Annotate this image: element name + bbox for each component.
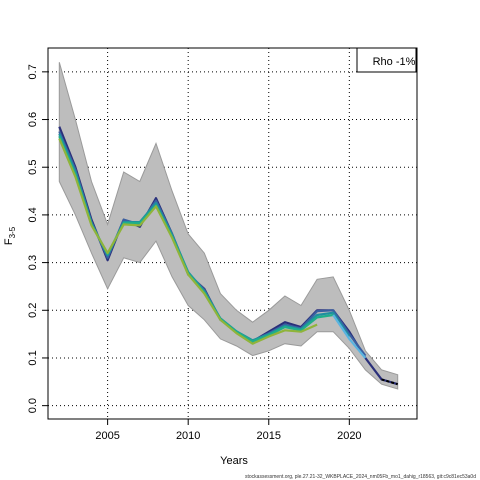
confidence-band [58,62,399,390]
y-tick-label-0.1: 0.1 [27,350,39,365]
y-tick-label-0.3: 0.3 [27,255,39,270]
x-axis-title: Years [220,455,248,467]
plot-frame [47,47,418,420]
legend-text: Rho -1% [373,56,416,68]
y-tick-label-0.0: 0.0 [27,398,39,413]
y-axis-title-sub: 3-5 [8,226,17,238]
y-tick-label-0.5: 0.5 [27,160,39,175]
y-axis-title: F3-5 [3,226,17,245]
series-layer [58,126,399,386]
y-axis: 0.0 0.1 0.2 0.3 0.4 0.5 0.6 0.7 [27,64,48,413]
caption: stockassessment.org, ple.27.21-32_WKBPLA… [245,474,476,480]
y-tick-label-0.2: 0.2 [27,303,39,318]
confidence-band-layer [58,62,399,390]
series-tail-dashed [381,378,398,386]
y-tick-label-0.4: 0.4 [27,207,39,222]
series-line-5 [58,138,318,345]
svg-text:F3-5: F3-5 [3,226,17,245]
x-tick-label-2015: 2015 [257,430,281,442]
y-tick-label-0.7: 0.7 [27,64,39,79]
x-tick-label-2020: 2020 [337,430,361,442]
series-line-6 [332,314,367,359]
legend-box [356,47,417,73]
x-tick-label-2005: 2005 [95,430,119,442]
x-tick-label-2010: 2010 [176,430,200,442]
legend: Rho -1% [356,47,417,73]
x-axis: 2005 2010 2015 2020 [95,419,362,442]
y-axis-title-main: F [3,238,15,245]
y-tick-label-0.6: 0.6 [27,112,39,127]
